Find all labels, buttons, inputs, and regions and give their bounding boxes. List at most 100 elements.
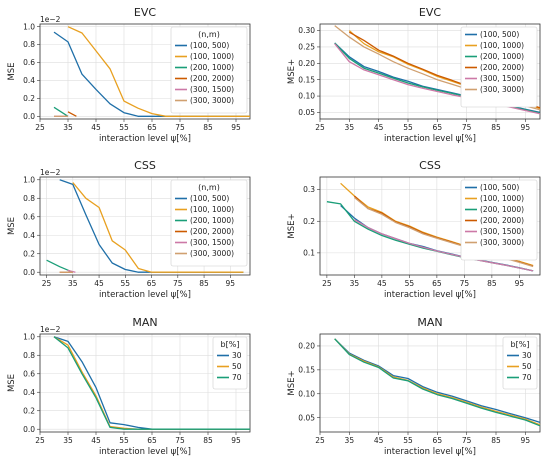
- plot-frame: [39, 23, 251, 120]
- x-tick-label: 45: [377, 279, 387, 288]
- legend-entry: (200, 2000): [190, 74, 234, 83]
- y-tick-label: 0.15: [298, 365, 315, 374]
- x-tick-label: 65: [432, 279, 442, 288]
- plot-frame: [39, 176, 251, 276]
- y-tick-label: 1.0: [23, 175, 35, 184]
- x-tick-label: 55: [119, 436, 129, 445]
- legend-entry: (200, 2000): [480, 63, 524, 72]
- y-tick-label: 0.8: [23, 40, 35, 49]
- y-tick-label: 0.2: [23, 249, 35, 258]
- chart-panel: 25 35 45 55 65 75 85 95 0.0 0.2 0.4 0.6 0.8 1.0 CSS int…: [7, 159, 251, 300]
- legend-title: (n,m): [198, 183, 220, 192]
- plot-frame: [319, 333, 541, 433]
- x-tick-label: 85: [491, 436, 501, 445]
- y-tick-label: 0.10: [298, 389, 315, 398]
- y-tick-label: 0.8: [23, 194, 35, 203]
- chart-panel: 25 35 45 55 65 75 85 95 0.05 0.10 0.15 0.20 MAN inter…: [287, 316, 541, 457]
- y-tick-label: 0.10: [298, 92, 315, 101]
- legend-entry: (100, 1000): [480, 41, 524, 50]
- y-tick-label: 0.4: [23, 231, 35, 240]
- legend-entry: (100, 500): [190, 194, 229, 203]
- chart-panel: 25 35 45 55 65 75 85 95 0.0 0.2 0.4 0.6 0.8 1.0 MAN int…: [7, 316, 251, 457]
- y-tick-label: 0.0: [23, 268, 35, 277]
- y-axis-label: MSE: [7, 62, 17, 80]
- x-tick-label: 75: [175, 123, 185, 132]
- x-tick-label: 95: [515, 279, 525, 288]
- series-line: [67, 269, 76, 273]
- x-tick-label: 25: [315, 123, 325, 132]
- y-tick-label: 0.8: [23, 351, 35, 360]
- y-axis-label: MSE+: [287, 59, 297, 84]
- chart-title: EVC: [419, 6, 441, 19]
- legend: [460, 26, 538, 108]
- x-tick-label: 55: [403, 436, 413, 445]
- chart-title: CSS: [419, 159, 441, 172]
- y-axis-label: MSE: [7, 374, 17, 392]
- x-tick-label: 75: [462, 436, 472, 445]
- legend-entry: (200, 1000): [480, 52, 524, 61]
- x-tick-label: 45: [374, 436, 384, 445]
- x-axis-label: interaction level ψ[%]: [99, 290, 191, 300]
- x-tick-label: 55: [405, 279, 415, 288]
- series-line: [334, 338, 541, 426]
- y-tick-label: 0.4: [23, 76, 35, 85]
- x-tick-label: 35: [345, 123, 355, 132]
- legend-entry: (100, 1000): [480, 194, 524, 203]
- y-tick-label: 1.0: [23, 22, 35, 31]
- legend-entry: 30: [232, 351, 242, 360]
- legend-entry: (300, 3000): [480, 238, 524, 247]
- x-tick-label: 65: [433, 123, 443, 132]
- series-line: [53, 106, 69, 117]
- x-tick-label: 95: [231, 436, 241, 445]
- x-tick-label: 95: [521, 436, 531, 445]
- legend-entry: (300, 1500): [480, 74, 524, 83]
- legend-entry: (300, 1500): [190, 238, 234, 247]
- series-line: [334, 338, 541, 427]
- y-tick-label: 0.6: [23, 58, 35, 67]
- y-tick-label: 0.2: [23, 94, 35, 103]
- legend-entry: 70: [232, 373, 242, 382]
- plot-frame: [319, 176, 541, 276]
- y-multiplier: 1e−2: [40, 168, 61, 177]
- legend-entry: (100, 500): [480, 30, 519, 39]
- chart-panel: 25 35 45 55 65 75 85 95 0.05 0.10 0.15 0.20 0.25 0.30…: [287, 6, 541, 144]
- x-tick-label: 35: [63, 436, 73, 445]
- y-tick-label: 0.20: [298, 342, 315, 351]
- y-tick-label: 0.1: [303, 248, 315, 257]
- legend: [212, 336, 248, 390]
- x-tick-label: 65: [147, 279, 157, 288]
- y-tick-label: 0.15: [298, 75, 315, 84]
- x-tick-label: 55: [403, 123, 413, 132]
- y-tick-label: 1.0: [23, 332, 35, 341]
- plot-frame: [39, 333, 251, 433]
- legend-entry: (200, 1000): [190, 216, 234, 225]
- legend-title: b[%]: [221, 340, 240, 349]
- legend-entry: 70: [522, 373, 532, 382]
- legend-entry: (100, 500): [480, 183, 519, 192]
- x-tick-label: 65: [147, 436, 157, 445]
- x-tick-label: 55: [119, 123, 129, 132]
- chart-title: MAN: [132, 316, 157, 329]
- legend-entry: 50: [522, 362, 532, 371]
- y-axis-label: MSE: [7, 217, 17, 235]
- x-tick-label: 95: [226, 279, 236, 288]
- chart-title: MAN: [417, 316, 442, 329]
- y-tick-label: 0.0: [23, 425, 35, 434]
- series-line: [334, 338, 541, 424]
- legend: [502, 336, 538, 390]
- legend-title: (n,m): [198, 30, 220, 39]
- x-axis-label: interaction level ψ[%]: [99, 134, 191, 144]
- x-tick-label: 85: [491, 123, 501, 132]
- x-tick-label: 85: [487, 279, 497, 288]
- x-axis-label: interaction level ψ[%]: [384, 447, 476, 457]
- y-tick-label: 0.4: [23, 388, 35, 397]
- series-line: [72, 182, 244, 273]
- y-multiplier: 1e−2: [40, 325, 61, 334]
- chart-title: CSS: [134, 159, 156, 172]
- y-tick-label: 0.3: [303, 185, 315, 194]
- legend-entry: (300, 3000): [190, 249, 234, 258]
- x-tick-label: 45: [374, 123, 384, 132]
- legend-entry: (200, 2000): [480, 216, 524, 225]
- legend-entry: (300, 3000): [480, 85, 524, 94]
